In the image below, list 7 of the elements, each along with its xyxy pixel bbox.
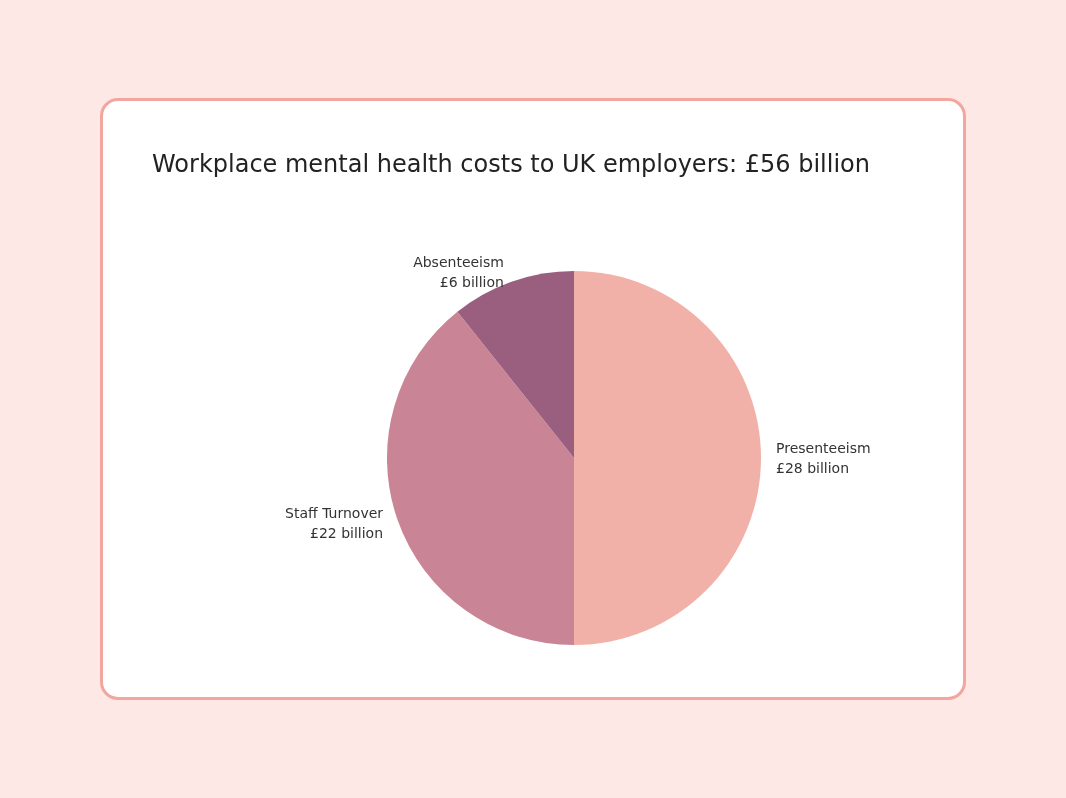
data-label: £22 billion	[309, 525, 384, 542]
chart-title: Workplace mental health costs to UK employers: £56 billion	[152, 150, 870, 178]
slice-label: Presenteeism	[776, 440, 871, 456]
data-label: £6 billion	[439, 274, 504, 291]
slice-label: Absenteeism	[413, 254, 504, 271]
data-label: £28 billion	[776, 460, 850, 476]
slice-label: Staff Turnover	[285, 505, 384, 522]
